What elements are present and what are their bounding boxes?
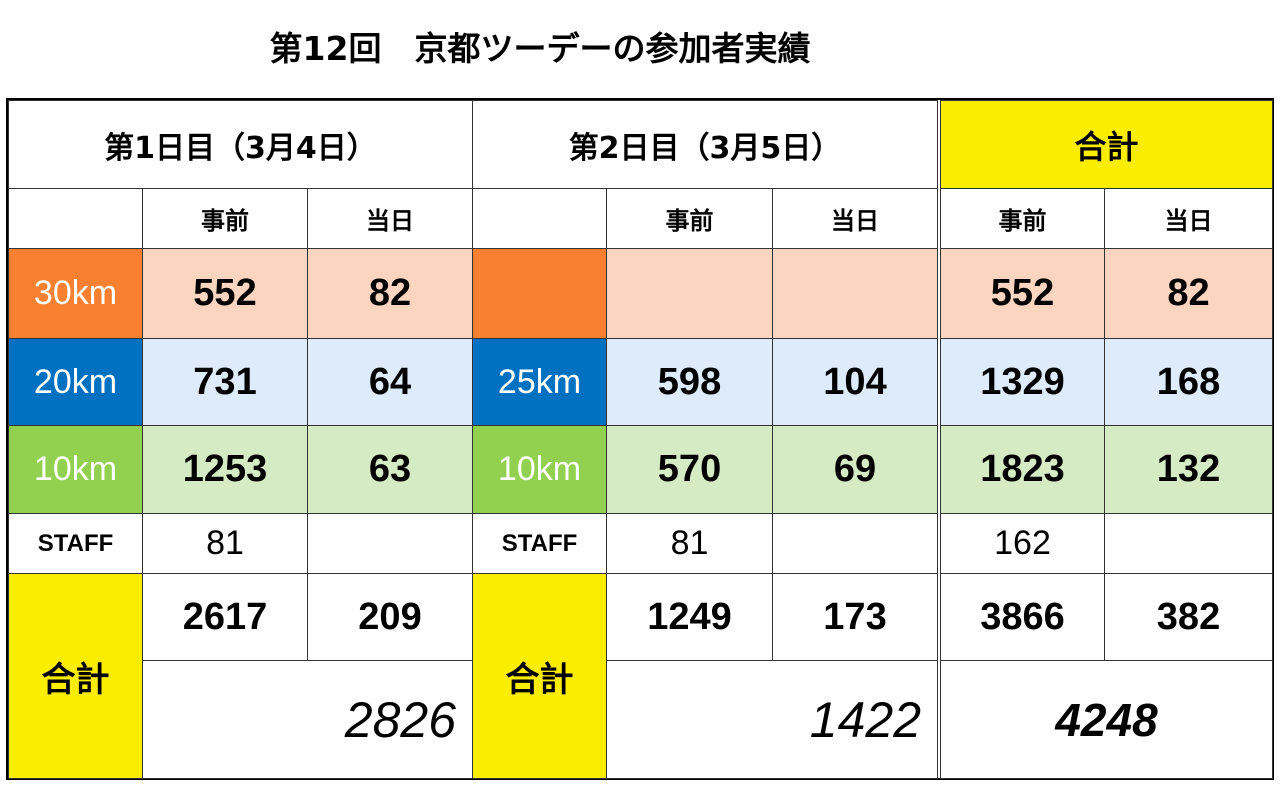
row-label: STAFF	[472, 513, 607, 574]
row-label: 30km	[8, 248, 143, 339]
column-header: 事前	[940, 188, 1105, 249]
value-cell: 162	[940, 513, 1105, 574]
value-cell: 132	[1104, 425, 1273, 514]
value-cell	[606, 248, 773, 339]
total-cell: 2617	[142, 573, 308, 661]
total-cell: 209	[307, 573, 473, 661]
value-cell: 570	[606, 425, 773, 514]
empty-cell	[8, 188, 143, 249]
column-header: 当日	[307, 188, 473, 249]
row-label: 10km	[8, 425, 143, 514]
column-header: 当日	[1104, 188, 1273, 249]
value-cell: 1253	[142, 425, 308, 514]
value-cell: 81	[606, 513, 773, 574]
value-cell	[772, 513, 938, 574]
value-cell	[307, 513, 473, 574]
value-cell: 552	[142, 248, 308, 339]
value-cell: 81	[142, 513, 308, 574]
grand-total: 4248	[940, 660, 1273, 779]
row-label: STAFF	[8, 513, 143, 574]
row-label: 25km	[472, 338, 607, 426]
grand-total: 2826	[142, 660, 473, 779]
row-label: 10km	[472, 425, 607, 514]
value-cell: 82	[307, 248, 473, 339]
section-header: 合計	[940, 100, 1273, 189]
value-cell: 104	[772, 338, 938, 426]
total-cell: 3866	[940, 573, 1105, 661]
total-cell: 382	[1104, 573, 1273, 661]
total-label: 合計	[472, 573, 607, 779]
row-label	[472, 248, 607, 339]
total-label: 合計	[8, 573, 143, 779]
total-cell: 173	[772, 573, 938, 661]
value-cell: 64	[307, 338, 473, 426]
value-cell: 1823	[940, 425, 1105, 514]
value-cell	[772, 248, 938, 339]
grand-total: 1422	[606, 660, 938, 779]
value-cell: 168	[1104, 338, 1273, 426]
column-header: 事前	[606, 188, 773, 249]
row-label: 20km	[8, 338, 143, 426]
title: 第12回 京都ツーデーの参加者実績	[269, 29, 811, 68]
value-cell	[1104, 513, 1273, 574]
empty-cell	[472, 188, 607, 249]
section-header: 第1日目（3月4日）	[8, 100, 473, 189]
value-cell: 82	[1104, 248, 1273, 339]
column-header: 事前	[142, 188, 308, 249]
value-cell: 731	[142, 338, 308, 426]
value-cell: 69	[772, 425, 938, 514]
section-header: 第2日目（3月5日）	[472, 100, 938, 189]
total-cell: 1249	[606, 573, 773, 661]
value-cell: 1329	[940, 338, 1105, 426]
value-cell: 598	[606, 338, 773, 426]
table	[6, 98, 1274, 780]
value-cell: 63	[307, 425, 473, 514]
value-cell: 552	[940, 248, 1105, 339]
column-header: 当日	[772, 188, 938, 249]
